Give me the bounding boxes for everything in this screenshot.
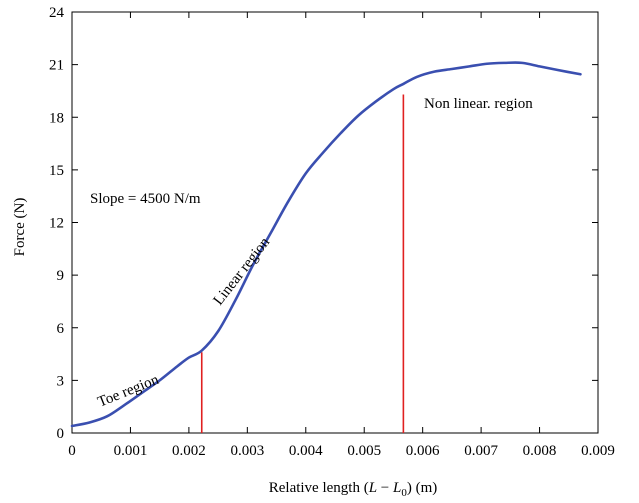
plot-frame [71,11,599,434]
linear-region-label: Linear region [211,234,274,308]
x-tick-label: 0 [68,443,76,459]
y-tick-label: 9 [57,268,65,284]
y-axis-ticks [72,11,598,434]
nonlinear-region-label: Non linear. region [424,96,533,112]
y-tick-label: 0 [57,426,65,442]
y-axis-tick-labels: 0 3 6 9 12 15 18 21 24 [49,5,65,442]
plot-area: 0 0.001 0.002 0.003 0.004 0.005 0.006 0.007 0.00… [49,5,615,459]
toe-region-label: Toe region [96,372,162,411]
x-axis-tick-labels: 0 0.001 0.002 0.003 0.004 0.005 0.006 0.007 0.00… [68,443,615,459]
x-tick-label: 0.007 [464,443,498,459]
x-axis-label: Relative length (L − L0) (m) [269,480,438,499]
x-tick-label: 0.005 [347,443,381,459]
y-axis-label: Force (N) [12,198,28,257]
y-tick-label: 24 [49,5,65,21]
x-tick-label: 0.002 [172,443,206,459]
y-tick-label: 15 [49,163,64,179]
x-tick-label: 0.004 [289,443,323,459]
x-tick-label: 0.003 [230,443,264,459]
y-tick-label: 3 [57,373,65,389]
force-curve [70,61,582,428]
x-tick-label: 0.008 [523,443,557,459]
x-tick-label: 0.009 [581,443,615,459]
x-axis-ticks [71,12,599,433]
region-markers [200,94,405,433]
y-tick-label: 21 [49,58,64,74]
x-tick-label: 0.001 [114,443,148,459]
y-tick-label: 6 [57,321,65,337]
slope-annotation: Slope = 4500 N/m [90,191,201,207]
y-tick-label: 18 [49,110,64,126]
y-tick-label: 12 [49,216,64,232]
x-tick-label: 0.006 [406,443,440,459]
